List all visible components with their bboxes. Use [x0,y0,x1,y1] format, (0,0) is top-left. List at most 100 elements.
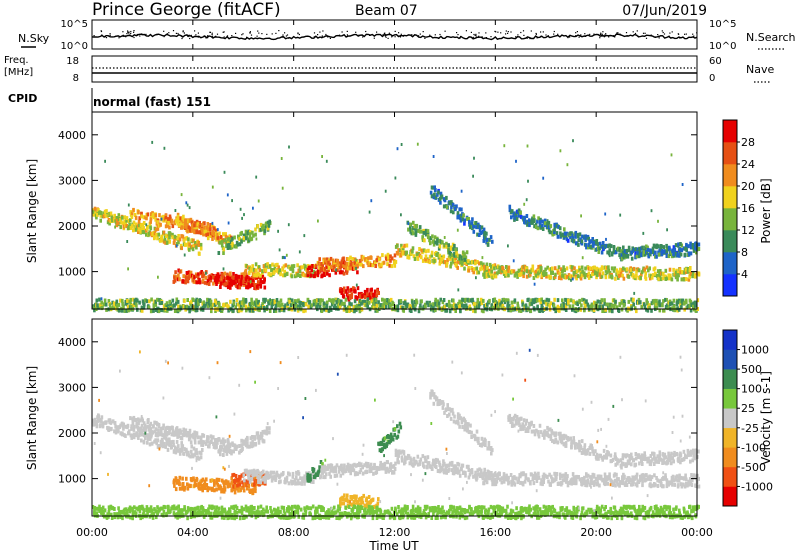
power-mark-11 [411,231,415,236]
velocity-mark-4 [239,475,242,480]
velocity-mark-0 [105,420,108,425]
power-mark-13 [607,268,610,273]
noise-search-dot [397,35,399,37]
power-mark-16 [579,307,583,312]
noise-search-dot [460,35,462,38]
velocity-mark-5 [302,478,306,483]
noise-search-dot [501,37,503,39]
power-mark-16 [112,305,115,310]
velocity-mark-4 [262,473,266,478]
power-mark-16 [500,304,503,309]
power-mark-16 [432,308,436,313]
power-mark-14 [587,236,590,241]
power-mark-13 [488,271,492,276]
power-mark-13 [576,274,580,279]
power-mark-4 [232,272,235,276]
power-mark-16 [372,302,375,307]
noise-search-dot [321,35,323,37]
power-mark-16 [480,308,484,313]
power-scatter-dot [523,202,526,206]
power-mark-13 [686,267,690,271]
power-mark-16 [536,298,539,303]
velocity-mark-1 [183,429,186,434]
power-mark-16 [248,301,252,306]
power-mark-16 [465,305,469,310]
velocity-mark-0 [100,419,103,424]
power-mark-0 [188,247,191,252]
velocity-mark-2 [257,440,261,445]
power-mark-16 [343,304,347,309]
velocity-mark-10 [457,462,461,467]
velocity-mark-7 [376,466,380,471]
power-mark-14 [563,227,566,232]
power-mark-3 [226,246,230,250]
power-mark-5 [248,284,252,289]
power-mark-6 [266,262,269,267]
power-mark-12 [480,225,484,230]
power-mark-13 [551,266,554,271]
power-mark-0 [181,234,185,239]
velocity-mark-10 [467,464,470,469]
power-mark-4 [241,273,245,278]
power-mark-7 [317,269,320,274]
noise-search-dot [685,33,687,35]
power-mark-3 [254,232,257,237]
noise-search-dot [346,30,348,32]
power-mark-2 [186,222,189,227]
noise-search-dot [603,36,605,38]
noise-search-dot [180,35,182,37]
power-mark-10 [442,254,446,259]
noise-search-dot [328,35,330,38]
power-mark-15 [642,252,645,257]
power-mark-7 [321,273,324,278]
velocity-mark-9 [393,427,397,431]
power-mark-10 [483,267,487,272]
noise-search-dot [625,32,628,34]
velocity-mark-3 [254,489,257,494]
velocity-mark-1 [194,433,198,438]
velocity-mark-10 [478,467,481,472]
velocity-mark-0 [179,447,182,452]
power-mark-16 [604,307,607,312]
velocity-mark-7 [329,463,333,468]
power-mark-8 [349,262,353,267]
power-mark-16 [93,308,96,313]
velocity-mark-1 [149,427,153,432]
velocity-mark-7 [383,461,387,466]
power-mark-10 [420,248,423,253]
power-mark-3 [259,227,262,232]
power-mark-12 [483,232,486,237]
velocity-mark-0 [130,435,133,440]
noise-search-dot [207,37,209,39]
nave-label: Nave [746,63,774,76]
power-mark-13 [587,271,591,276]
power-scatter-dot [512,259,515,263]
power-mark-2 [193,223,196,228]
power-mark-9 [363,289,367,294]
power-mark-16 [524,305,528,310]
velocity-mark-3 [220,489,223,494]
velocity-mark-0 [187,453,191,458]
power-mark-16 [672,298,676,303]
power-mark-16 [138,300,141,305]
power-scatter-dot [475,276,477,280]
power-scatter-dot [473,156,475,160]
velocity-mark-1 [142,421,146,426]
power-mark-10 [439,260,443,264]
velocity-mark-7 [344,469,348,473]
power-mark-3 [248,232,252,237]
power-mark-16 [464,297,467,302]
power-scatter-dot [503,144,506,148]
noise-search-dot [444,30,446,32]
power-scatter-dot [572,139,574,143]
power-mark-15 [687,244,690,249]
power-mark-8 [338,263,341,268]
velocity-mark-5 [247,476,251,481]
power-mark-13 [643,267,646,272]
power-mark-4 [174,270,177,275]
power-mark-10 [446,257,449,262]
power-mark-12 [455,204,458,209]
noise-search-dot [250,34,253,36]
noise-search-dot [298,33,300,36]
power-mark-10 [482,262,485,267]
